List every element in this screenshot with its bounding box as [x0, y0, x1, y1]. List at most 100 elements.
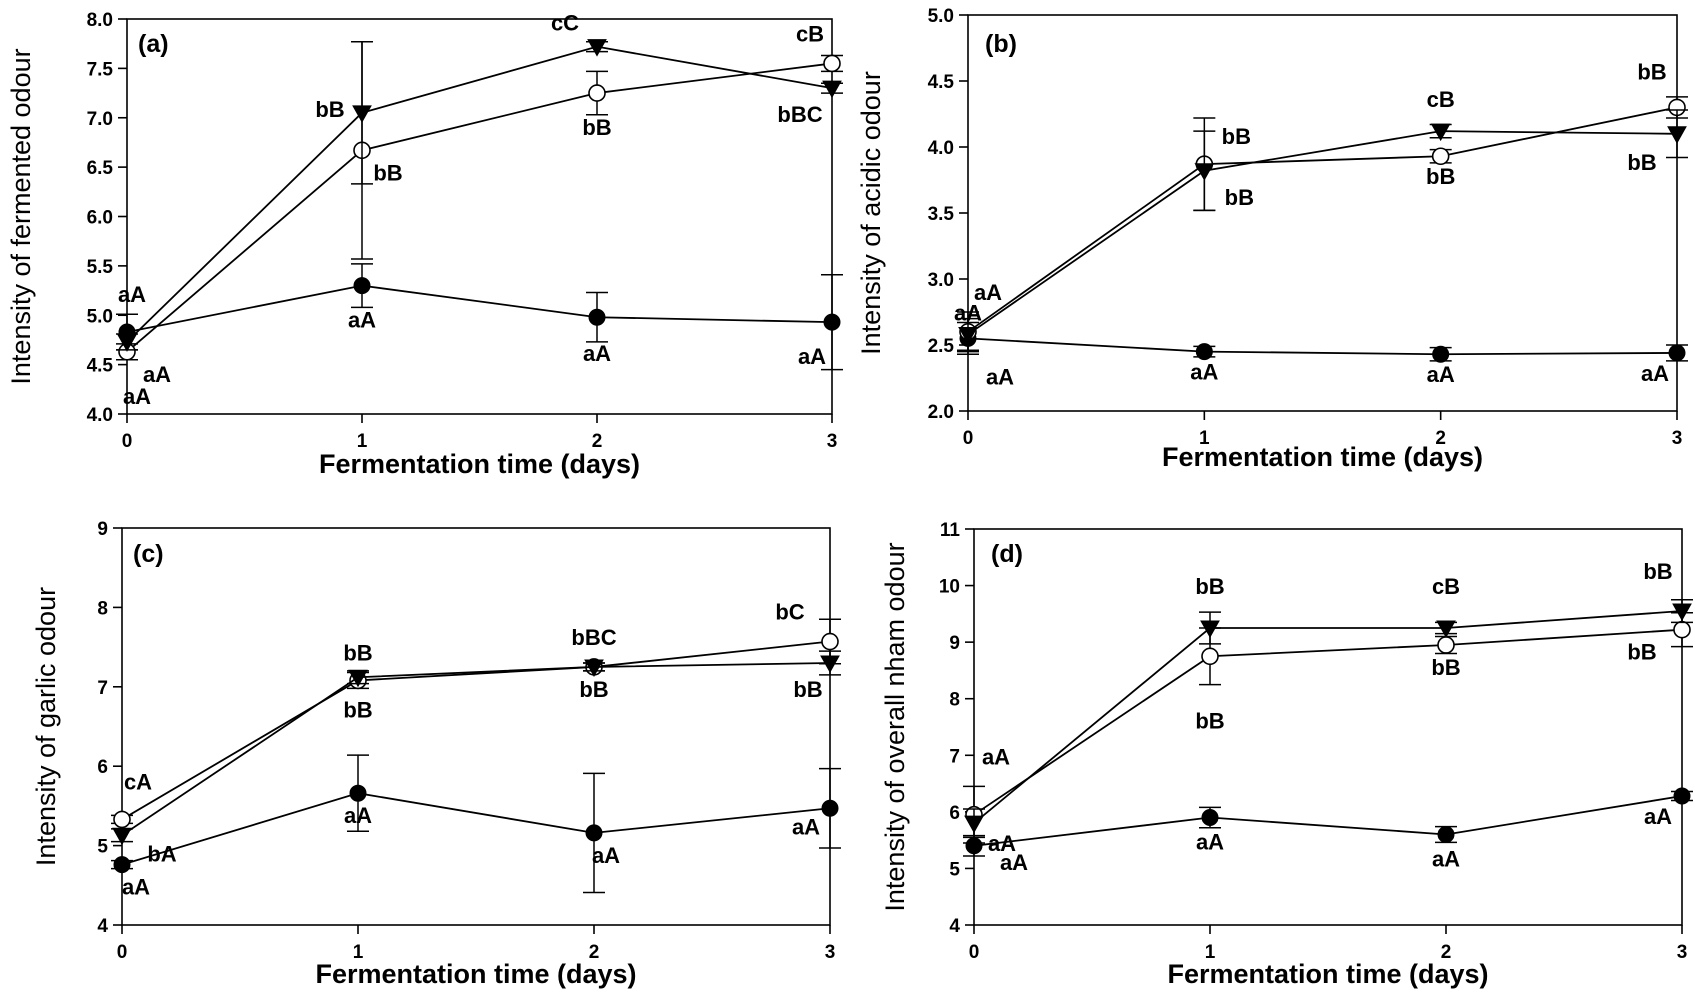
series-line-open-circle [121, 640, 831, 821]
y-tick-label: 3.0 [928, 270, 954, 291]
y-axis-title: Intensity of acidic odour [856, 71, 886, 355]
data-point [1673, 787, 1691, 805]
series-line-filled-circle [126, 284, 833, 333]
data-point [1672, 603, 1692, 622]
y-tick-label: 7 [949, 746, 960, 767]
data-point [587, 39, 607, 57]
data-point [117, 334, 137, 352]
data-label: bB [1195, 708, 1224, 733]
data-point [1201, 809, 1219, 827]
chart-panel-3: 4 5 6 7 8 9 0 1 2 3 Fermentation time (days) Intens… [31, 519, 841, 989]
data-point [1437, 825, 1455, 843]
y-tick-label: 8 [97, 598, 108, 619]
data-label: bB [1426, 164, 1455, 189]
data-point [1430, 123, 1451, 142]
data-label: cB [796, 21, 824, 46]
x-tick-label: 1 [1199, 428, 1210, 449]
data-point [113, 810, 131, 829]
data-label: aA [583, 341, 611, 366]
plot-frame [973, 528, 1683, 926]
data-label: aA [1644, 804, 1672, 829]
data-point [588, 308, 606, 326]
data-point [1667, 126, 1687, 144]
y-tick-label: 9 [949, 633, 960, 654]
data-label: aA [986, 364, 1014, 389]
x-tick-label: 1 [353, 942, 364, 963]
data-label: bB [1431, 655, 1460, 680]
y-tick-label: 7.0 [87, 109, 113, 130]
data-label: bB [793, 677, 822, 702]
data-label: bB [1637, 59, 1666, 84]
series-line-filled-circle [967, 337, 1678, 356]
y-axis-title: Intensity of garlic odour [31, 587, 61, 866]
y-tick-label: 4.5 [87, 356, 114, 377]
data-point [1201, 647, 1219, 666]
data-label: cB [1432, 574, 1460, 599]
data-label: cB [1427, 87, 1455, 112]
y-tick-label: 10 [939, 577, 960, 598]
data-label: aA [1427, 362, 1455, 387]
x-axis-title: Fermentation time (days) [315, 959, 636, 989]
data-label: aA [348, 308, 376, 333]
x-tick-label: 0 [969, 942, 980, 963]
data-point [821, 799, 839, 817]
x-tick-label: 2 [589, 942, 600, 963]
series-line-filled-circle [121, 792, 831, 866]
data-point [821, 632, 839, 651]
series-line-open-circle [126, 62, 833, 353]
panel-label: (b) [985, 30, 1017, 58]
y-tick-label: 4.5 [928, 72, 955, 93]
data-label: aA [798, 344, 826, 369]
panel-label: (d) [991, 540, 1023, 568]
data-point [1200, 620, 1220, 639]
data-point [1432, 345, 1450, 363]
plot-frame [126, 18, 833, 415]
data-label: bB [1643, 559, 1672, 584]
y-tick-label: 6.5 [87, 158, 114, 179]
data-label: bB [1627, 150, 1656, 175]
data-point [958, 326, 978, 345]
data-label: aA [592, 843, 620, 868]
data-label: bBC [571, 625, 616, 650]
data-label: aA [118, 282, 146, 307]
y-tick-label: 2.5 [928, 336, 955, 357]
data-label: bB [343, 697, 372, 722]
data-label: bB [315, 97, 344, 122]
y-tick-label: 8.0 [87, 10, 113, 31]
plot-frame [121, 527, 831, 926]
y-tick-label: 5.0 [87, 306, 113, 327]
y-tick-label: 7.5 [87, 59, 114, 80]
x-axis-title: Fermentation time (days) [1167, 959, 1488, 989]
data-label: bB [579, 677, 608, 702]
data-label: aA [344, 803, 372, 828]
y-axis-title: Intensity of overall nham odour [880, 542, 910, 911]
y-tick-label: 4 [97, 916, 108, 937]
data-label: aA [123, 384, 151, 409]
data-label: aA [1641, 361, 1669, 386]
x-tick-label: 0 [117, 942, 128, 963]
data-point [348, 669, 368, 688]
data-point [1673, 620, 1691, 639]
y-tick-label: 5 [97, 837, 108, 858]
data-point [585, 824, 603, 842]
data-label: bC [775, 600, 804, 625]
y-tick-label: 5.0 [928, 6, 954, 27]
data-label: bB [373, 160, 402, 185]
x-tick-label: 2 [592, 431, 603, 452]
data-label: bB [582, 115, 611, 140]
y-tick-label: 4.0 [87, 405, 113, 426]
y-tick-label: 6 [949, 803, 960, 824]
data-label: bB [343, 640, 372, 665]
y-tick-label: 4 [949, 916, 960, 937]
x-tick-label: 3 [827, 431, 838, 452]
x-tick-label: 2 [1435, 428, 1446, 449]
data-point [1436, 620, 1456, 639]
data-label: bB [1222, 124, 1251, 149]
series-line-filled-triangle-down [121, 662, 831, 837]
x-tick-label: 3 [825, 942, 836, 963]
data-label: aA [988, 831, 1016, 856]
data-point [584, 659, 604, 677]
data-point [1668, 344, 1686, 362]
chart-panel-4: 4 5 6 7 8 9 10 11 0 1 2 3 Fermentation time (days) In… [880, 520, 1693, 989]
y-tick-label: 8 [949, 690, 960, 711]
